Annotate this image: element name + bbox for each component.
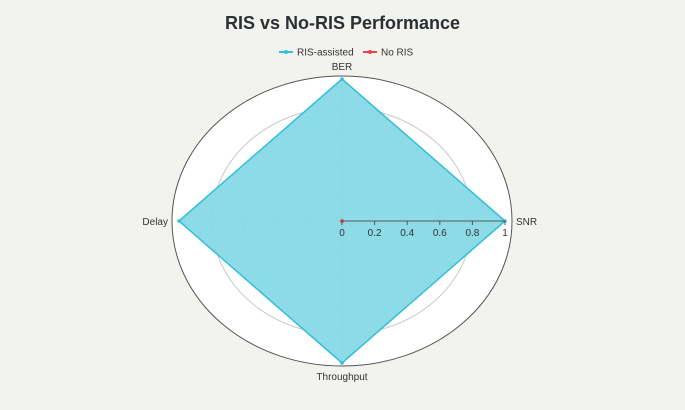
legend-entry[interactable]: RIS-assisted — [297, 48, 354, 59]
radial-tick-label: 0.2 — [368, 228, 382, 239]
legend-marker — [284, 50, 288, 54]
radial-tick-label: 0 — [339, 228, 345, 239]
radial-tick-label: 1 — [502, 228, 508, 239]
axis-label-throughput: Throughput — [316, 372, 367, 383]
axis-label-ber: BER — [332, 62, 353, 73]
radar-point[interactable] — [177, 219, 181, 223]
axis-label-delay: Delay — [142, 217, 168, 228]
radar-point[interactable] — [340, 77, 344, 81]
legend-entry[interactable]: No RIS — [381, 48, 414, 59]
radial-tick-label: 0.6 — [433, 228, 447, 239]
radial-tick-label: 0.8 — [465, 228, 479, 239]
axis-label-snr: SNR — [516, 217, 537, 228]
chart-title: RIS vs No-RIS Performance — [224, 13, 461, 33]
legend-marker — [368, 50, 372, 54]
radial-tick-label: 0.4 — [400, 228, 414, 239]
radar-point[interactable] — [340, 361, 344, 365]
